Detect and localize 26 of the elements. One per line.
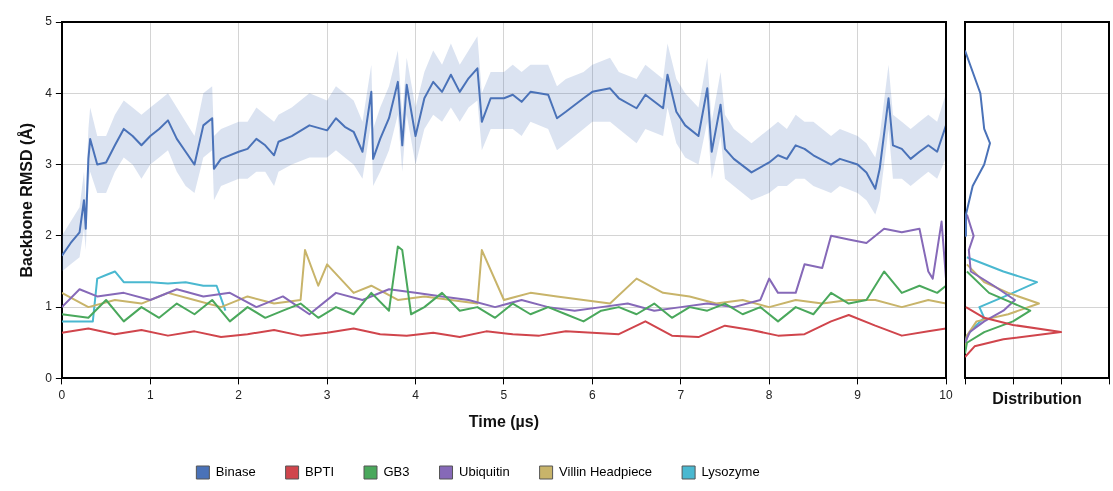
x-tick-label: 1 bbox=[146, 387, 154, 402]
x-tick-label: 2 bbox=[235, 387, 243, 402]
x-tick-label: 0 bbox=[58, 387, 66, 402]
x-axis-title: Distribution bbox=[992, 390, 1082, 408]
legend-label: Lysozyme bbox=[701, 464, 760, 480]
x-tick-label: 4 bbox=[412, 387, 420, 402]
legend-label: Binase bbox=[215, 464, 256, 480]
legend-label: Ubiquitin bbox=[459, 464, 510, 480]
y-tick-label: 1 bbox=[45, 299, 53, 314]
y-tick-label: 4 bbox=[45, 85, 53, 100]
y-tick-label: 0 bbox=[45, 370, 53, 385]
x-axis-title: Time (µs) bbox=[468, 412, 540, 430]
y-tick-label: 3 bbox=[45, 156, 53, 171]
x-tick-label: 5 bbox=[500, 387, 508, 402]
legend-label: Villin Headpiece bbox=[559, 464, 653, 480]
x-tick-label: 3 bbox=[323, 387, 331, 402]
legend-label: BPTI bbox=[305, 464, 335, 480]
x-tick-label: 9 bbox=[854, 387, 862, 402]
legend-label: GB3 bbox=[383, 464, 410, 480]
x-tick-label: 10 bbox=[939, 387, 953, 402]
y-tick-label: 2 bbox=[45, 228, 53, 243]
y-tick-label: 5 bbox=[45, 14, 53, 29]
x-tick-label: 6 bbox=[589, 387, 597, 402]
x-tick-label: 8 bbox=[765, 387, 773, 402]
y-axis-title: Backbone RMSD (Å) bbox=[17, 122, 36, 278]
x-tick-label: 7 bbox=[677, 387, 685, 402]
